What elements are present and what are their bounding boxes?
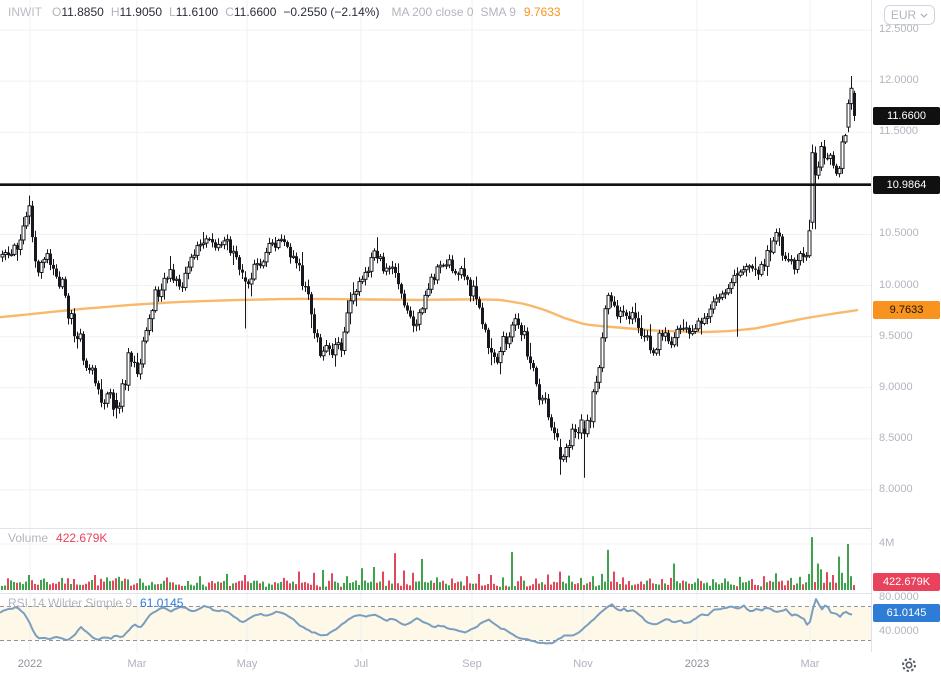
rsi-legend: RSI 14 Wilder Simple 9 61.0145	[8, 596, 183, 610]
time-axis-label: 2023	[684, 658, 710, 670]
volume-pane-plot[interactable]	[0, 528, 871, 593]
time-axis-label: 2022	[17, 658, 43, 670]
high-value: 11.9050	[119, 5, 163, 19]
ma-value-badge: 9.7633	[873, 300, 940, 319]
time-axis-label: Mar	[127, 658, 147, 670]
price-axis-label: 10.0000	[879, 278, 919, 291]
level-line-badge: 10.9864	[873, 175, 940, 194]
volume-value-badge: 422.679K	[873, 573, 940, 591]
time-axis-label: Mar	[800, 658, 820, 670]
price-pane-candlestick-plot[interactable]	[0, 0, 871, 528]
sma9-value: 9.7633	[523, 5, 561, 19]
sma9-legend: SMA 9	[480, 5, 516, 19]
volume-axis-label: 4M	[879, 537, 895, 549]
rsi-pane-plot[interactable]	[0, 593, 871, 652]
price-axis-label: 11.5000	[879, 125, 918, 138]
volume-label: Volume	[8, 531, 49, 545]
open-label: O	[52, 5, 62, 19]
chevron-down-icon	[920, 13, 928, 18]
rsi-band	[0, 606, 871, 641]
last-price-badge: 11.6600	[873, 106, 940, 125]
volume-legend: Volume 422.679K	[8, 531, 107, 545]
time-axis-label: May	[236, 658, 258, 670]
time-axis-label: Jul	[353, 658, 369, 670]
price-axis-label: 9.0000	[879, 380, 913, 393]
time-axis-label: Nov	[573, 658, 593, 670]
volume-value: 422.679K	[56, 531, 108, 545]
time-axis[interactable]: 2022 Mar May Jul Sep Nov 2023 Mar	[0, 652, 941, 677]
settings-gear-icon[interactable]	[898, 654, 920, 676]
price-axis-label: 10.5000	[879, 227, 919, 240]
ma200-legend: MA 200 close 0	[391, 5, 474, 19]
time-axis-label: Sep	[462, 658, 482, 670]
currency-selector-button[interactable]: EUR	[884, 5, 935, 25]
rsi-value-badge: 61.0145	[873, 604, 940, 622]
open-value: 11.8850	[61, 5, 104, 19]
high-label: H	[110, 5, 120, 19]
rsi-value: 61.0145	[140, 596, 184, 610]
change-value: −0.2550 (−2.14%)	[283, 5, 380, 19]
rsi-axis-label: 80.0000	[879, 591, 919, 603]
rsi-label: RSI 14 Wilder Simple 9	[8, 596, 133, 610]
close-value: 11.6600	[233, 5, 277, 19]
price-axis-label: 12.0000	[879, 74, 919, 87]
price-axis-label: 12.5000	[879, 23, 919, 35]
pane-separator[interactable]	[0, 593, 941, 594]
low-value: 11.6100	[175, 5, 219, 19]
price-axis-label: 8.0000	[879, 482, 913, 495]
rsi-axis-label: 40.0000	[879, 625, 919, 637]
price-axis-label: 9.5000	[879, 329, 913, 342]
main-legend: INWIT O11.8850 H11.9050 L11.6100 C11.6600 −0.…	[8, 5, 561, 19]
price-axis-label: 8.5000	[879, 431, 913, 444]
sma-line	[0, 297, 859, 334]
low-label: L	[169, 5, 176, 19]
price-axis-column[interactable]: EUR 12.500012.000011.500011.000010.50001…	[871, 0, 941, 677]
pane-separator[interactable]	[0, 528, 941, 529]
currency-label: EUR	[890, 8, 917, 22]
close-label: C	[225, 5, 234, 19]
rsi-line	[0, 598, 853, 645]
symbol-title[interactable]: INWIT	[8, 5, 42, 19]
